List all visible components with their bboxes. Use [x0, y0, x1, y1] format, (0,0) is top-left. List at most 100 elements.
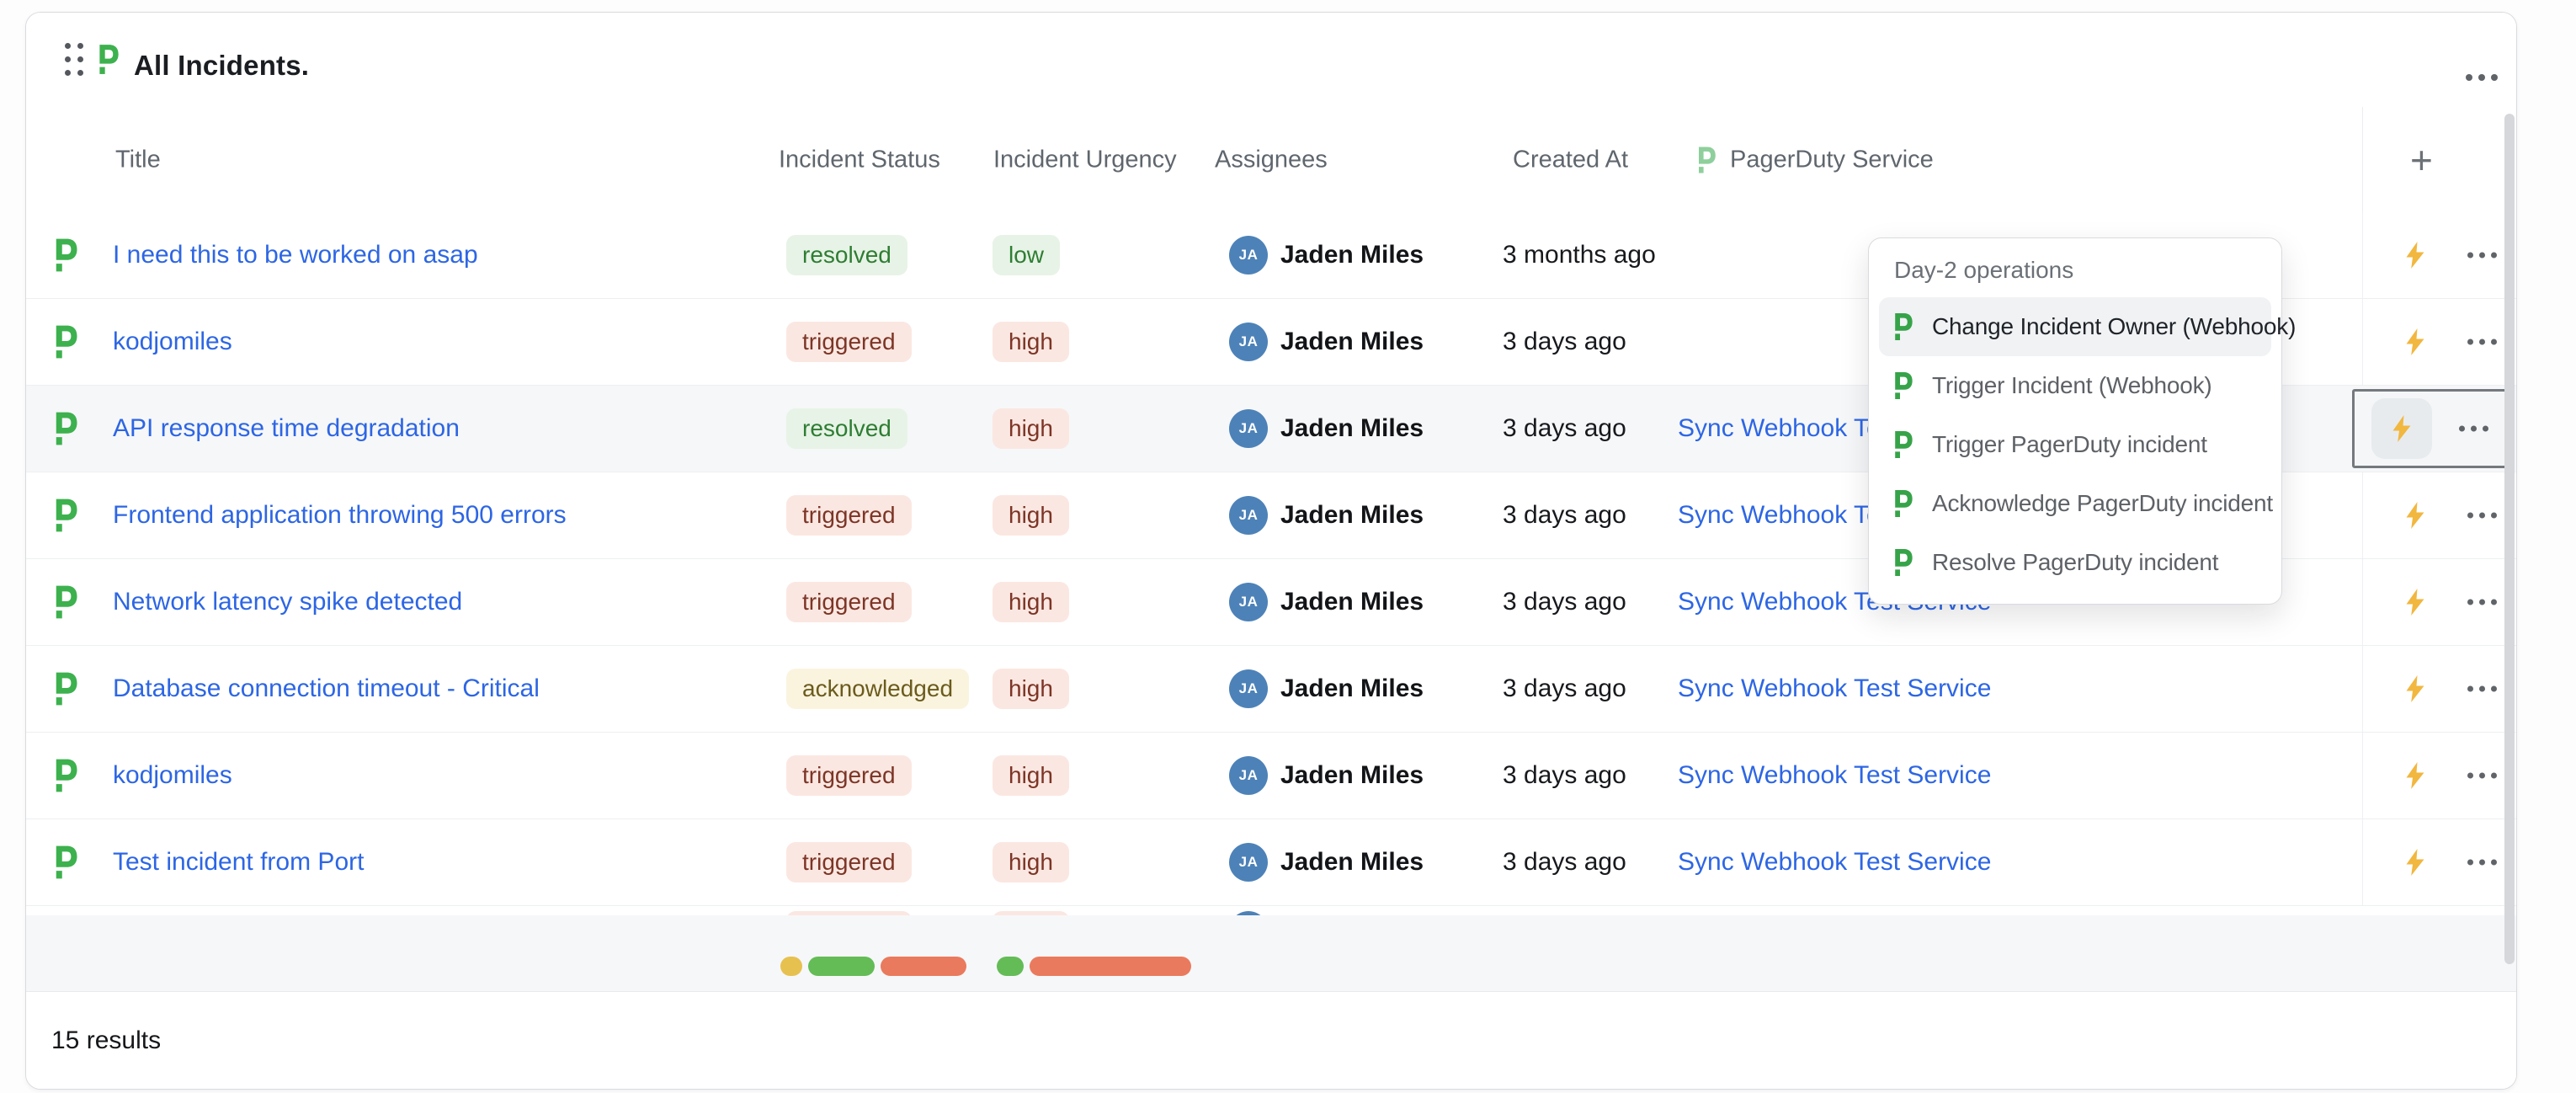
- menu-item[interactable]: Resolve PagerDuty incident: [1879, 533, 2271, 592]
- vertical-scrollbar[interactable]: [2504, 114, 2515, 964]
- created-at-value: 3 days ago: [1503, 588, 1626, 616]
- incident-status-badge: triggered: [786, 842, 912, 882]
- menu-item-label: Change Incident Owner (Webhook): [1932, 313, 2297, 339]
- row-more-options-icon[interactable]: [2467, 859, 2497, 866]
- run-action-button[interactable]: [2385, 745, 2446, 806]
- lightning-icon: [2406, 589, 2424, 616]
- incident-title-link[interactable]: I need this to be worked on asap: [113, 241, 478, 269]
- lightning-icon: [2406, 502, 2424, 529]
- assignee-name: Jaden Miles: [1280, 328, 1424, 355]
- column-header-created-at[interactable]: Created At: [1513, 146, 1629, 173]
- assignee-avatar: JA: [1229, 583, 1268, 621]
- incident-status-badge: resolved: [786, 408, 907, 449]
- summary-bar-resolved: [808, 957, 875, 976]
- assignee-cell: JA Jaden Miles: [1229, 409, 1424, 448]
- pagerduty-service-link[interactable]: Sync Webhook Test Service: [1678, 761, 1992, 789]
- summary-bar-low: [997, 957, 1024, 976]
- lightning-icon: [2406, 849, 2424, 876]
- row-more-options-icon[interactable]: [2467, 685, 2497, 692]
- incident-urgency-badge: high: [993, 408, 1069, 449]
- widget-title: All Incidents.: [134, 50, 310, 81]
- table-row[interactable]: Database connection timeout - Critical a…: [26, 646, 2516, 733]
- actions-column-divider: [2362, 107, 2363, 212]
- assignee-avatar: JA: [1229, 323, 1268, 361]
- widget-header: All Incidents.: [26, 13, 2516, 108]
- pagerduty-icon: [1892, 313, 1913, 340]
- incident-title-link[interactable]: Network latency spike detected: [113, 588, 463, 616]
- pagerduty-service-link[interactable]: Sync Webhook Test Service: [1678, 848, 1992, 876]
- day2-operations-menu: Day-2 operations Change Incident Owner (…: [1868, 237, 2296, 605]
- table-row[interactable]: Test incident from Port triggered high J…: [26, 819, 2516, 906]
- row-more-options-icon[interactable]: [2467, 339, 2497, 345]
- created-at-value: 3 days ago: [1503, 848, 1626, 876]
- incident-title-link[interactable]: API response time degradation: [113, 414, 460, 442]
- created-at-value: 3 days ago: [1503, 761, 1626, 789]
- column-header-incident-status[interactable]: Incident Status: [779, 146, 940, 173]
- pagerduty-icon: [97, 45, 120, 74]
- assignee-avatar: JA: [1229, 236, 1268, 275]
- table-row[interactable]: kodjomiles triggered high JA Jaden Miles…: [26, 733, 2516, 819]
- summary-bar-high: [1030, 957, 1191, 976]
- drag-handle-icon[interactable]: [65, 43, 85, 78]
- incident-title-link[interactable]: Frontend application throwing 500 errors: [113, 501, 567, 529]
- assignee-name: Jaden Miles: [1280, 588, 1424, 616]
- pagerduty-service-link[interactable]: Sync Webhook Test Service: [1678, 674, 1992, 702]
- incident-status-badge: acknowledged: [786, 669, 970, 709]
- assignee-name: Jaden Miles: [1280, 848, 1424, 876]
- row-actions-cell: [2362, 733, 2516, 818]
- row-actions-cell: [2362, 472, 2516, 558]
- run-action-button[interactable]: [2371, 398, 2432, 459]
- menu-item[interactable]: Acknowledge PagerDuty incident: [1879, 474, 2273, 533]
- pagerduty-entity-icon: [53, 325, 78, 359]
- row-more-options-icon[interactable]: [2467, 252, 2497, 259]
- run-action-button[interactable]: [2385, 485, 2446, 546]
- incident-title-link[interactable]: kodjomiles: [113, 328, 232, 355]
- incident-urgency-badge: high: [993, 669, 1069, 709]
- menu-item[interactable]: Trigger Incident (Webhook): [1879, 356, 2271, 415]
- run-action-button[interactable]: [2385, 658, 2446, 719]
- incident-title-link[interactable]: Test incident from Port: [113, 848, 365, 876]
- summary-bar-triggered: [881, 957, 966, 976]
- column-header-pagerduty-service[interactable]: PagerDuty Service: [1696, 146, 1934, 173]
- created-at-value: 3 days ago: [1503, 414, 1626, 442]
- row-actions-cell: [2362, 646, 2516, 732]
- menu-item[interactable]: Change Incident Owner (Webhook): [1879, 297, 2296, 356]
- incident-urgency-badge: high: [993, 755, 1069, 796]
- widget-footer: 15 results: [26, 991, 2516, 1089]
- lightning-icon: [2392, 415, 2411, 442]
- incident-title-link[interactable]: Database connection timeout - Critical: [113, 674, 540, 702]
- row-more-options-icon[interactable]: [2467, 772, 2497, 779]
- assignee-cell: JA Jaden Miles: [1229, 496, 1424, 535]
- column-header-assignees[interactable]: Assignees: [1215, 146, 1328, 173]
- run-action-button[interactable]: [2385, 312, 2446, 372]
- pagerduty-entity-icon: [53, 759, 78, 792]
- row-actions-cell: [2362, 212, 2516, 298]
- table-body: I need this to be worked on asap resolve…: [26, 212, 2516, 992]
- assignee-name: Jaden Miles: [1280, 241, 1424, 269]
- add-column-button[interactable]: +: [2410, 137, 2433, 182]
- row-actions-cell: [2362, 819, 2516, 905]
- table-header-row: Title Incident Status Incident Urgency A…: [26, 107, 2516, 213]
- row-more-options-icon[interactable]: [2467, 599, 2497, 605]
- widget-more-options-icon[interactable]: [2466, 74, 2498, 81]
- row-more-options-icon[interactable]: [2459, 425, 2488, 432]
- column-header-incident-urgency[interactable]: Incident Urgency: [993, 146, 1177, 173]
- incident-status-badge: resolved: [786, 235, 907, 275]
- incident-urgency-badge: high: [993, 842, 1069, 882]
- incident-urgency-badge: high: [993, 582, 1069, 622]
- column-header-title[interactable]: Title: [115, 146, 161, 173]
- pagerduty-icon: [1892, 431, 1913, 458]
- assignee-cell: JA Jaden Miles: [1229, 843, 1424, 882]
- summary-bar-acknowledged: [780, 957, 802, 976]
- row-more-options-icon[interactable]: [2467, 512, 2497, 519]
- run-action-button[interactable]: [2385, 832, 2446, 893]
- assignee-name: Jaden Miles: [1280, 414, 1424, 442]
- incident-title-link[interactable]: kodjomiles: [113, 761, 232, 789]
- pagerduty-icon: [1892, 490, 1913, 517]
- column-header-label: PagerDuty Service: [1730, 146, 1934, 173]
- assignee-cell: JA Jaden Miles: [1229, 236, 1424, 275]
- lightning-icon: [2406, 675, 2424, 702]
- run-action-button[interactable]: [2385, 225, 2446, 285]
- menu-item[interactable]: Trigger PagerDuty incident: [1879, 415, 2271, 474]
- run-action-button[interactable]: [2385, 572, 2446, 632]
